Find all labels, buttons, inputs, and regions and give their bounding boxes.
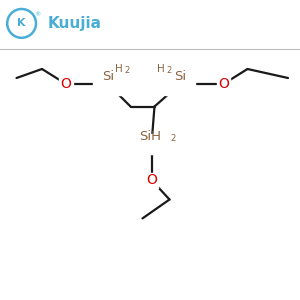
Bar	[59, 76, 73, 92]
Text: Si: Si	[102, 70, 114, 83]
Text: H: H	[157, 64, 164, 74]
Bar	[145, 172, 158, 188]
Text: O: O	[146, 173, 157, 187]
Text: 2: 2	[124, 66, 130, 75]
Text: K: K	[17, 18, 26, 28]
Text: O: O	[61, 77, 71, 91]
Text: ®: ®	[34, 12, 40, 17]
Text: O: O	[218, 77, 229, 91]
Text: Kuujia: Kuujia	[48, 16, 102, 31]
Text: Si: Si	[174, 70, 186, 83]
Text: 2: 2	[166, 66, 171, 75]
Bar	[165, 74, 195, 94]
Bar	[217, 76, 230, 92]
Bar	[132, 134, 171, 154]
Bar	[93, 74, 123, 94]
Text: H: H	[115, 64, 122, 74]
Text: 2: 2	[170, 134, 176, 143]
Text: SiH: SiH	[139, 130, 161, 143]
